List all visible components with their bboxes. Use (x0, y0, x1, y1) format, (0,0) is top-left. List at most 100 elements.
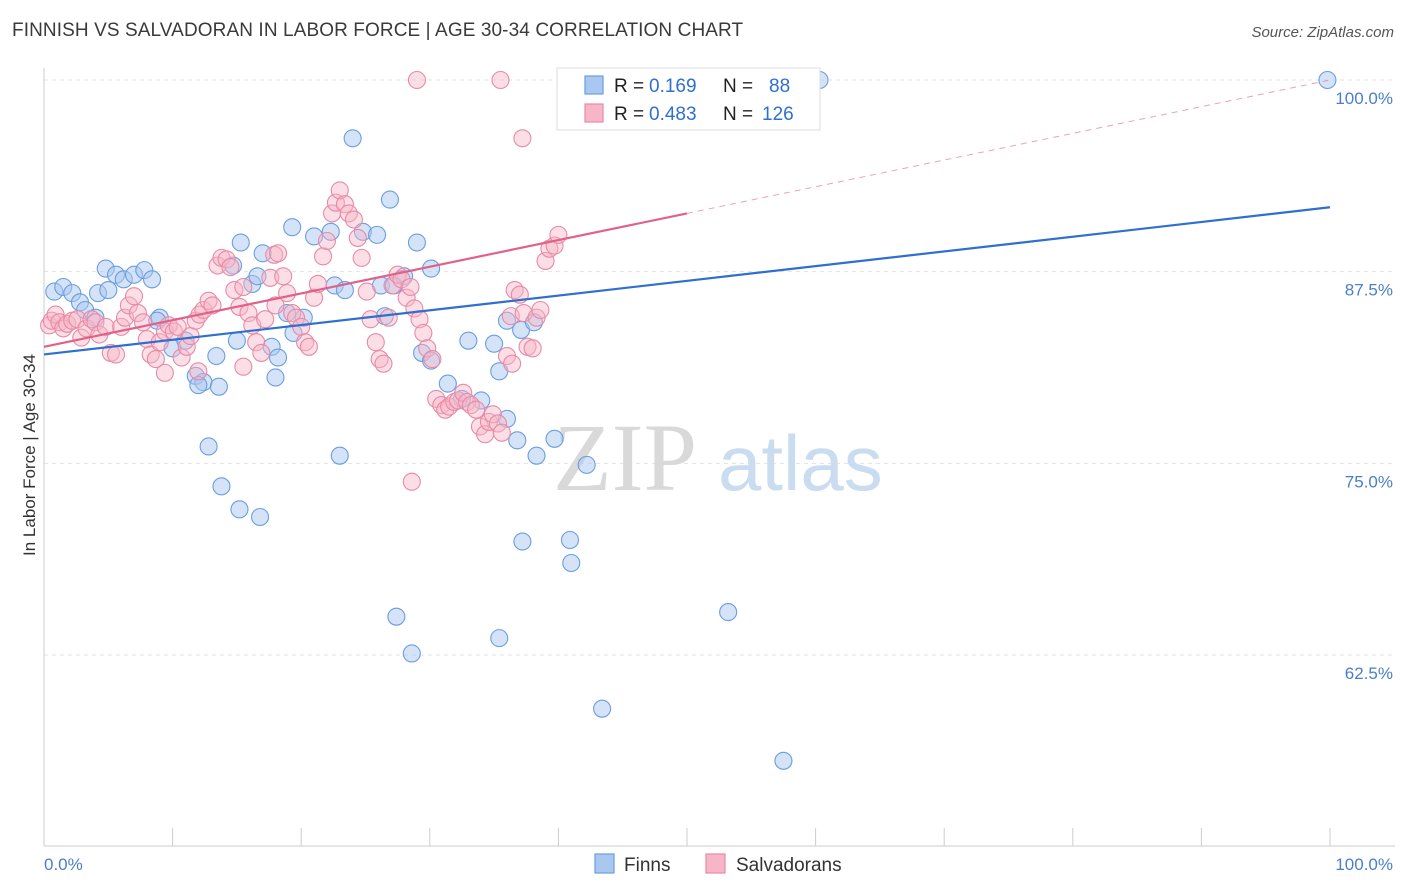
salvadoran-point (335, 195, 354, 214)
finns-point (438, 374, 457, 393)
x-tick-label: 0.0% (44, 855, 83, 874)
salvadoran-point (379, 308, 398, 327)
finns-point (497, 409, 517, 428)
salvadoran-point (274, 267, 293, 286)
finns-point (562, 553, 581, 573)
finns-point (250, 507, 270, 527)
finns-point (407, 233, 426, 252)
chart-title: FINNISH VS SALVADORAN IN LABOR FORCE | A… (12, 20, 744, 41)
salvadoran-point (58, 314, 77, 333)
finns-trend-line (43, 206, 1331, 356)
y-axis-title: In Labor Force | Age 30-34 (20, 354, 39, 556)
axes (43, 68, 1395, 847)
finns-point (330, 446, 349, 465)
y-tick-label: 100.0% (1335, 89, 1393, 108)
finns-point (207, 346, 226, 366)
salvadoran-point (523, 339, 542, 358)
y-tick-label: 87.5% (1345, 281, 1393, 300)
salvadoran-point (418, 339, 437, 358)
finns-point (508, 431, 527, 450)
salvadorans-n-label: N = (723, 104, 753, 125)
salvadoran-point (330, 181, 349, 200)
salvadoran-point (531, 300, 550, 320)
series-legend: Finns Salvadorans (594, 853, 842, 876)
tick-labels: 100.0% 87.5% 75.0% 62.5% 0.0% 100.0% (44, 89, 1393, 874)
salvadoran-point (492, 423, 511, 442)
salvadoran-point (503, 354, 522, 373)
stats-legend: R = 0.169 N = 88 R = 0.483 N = 126 (556, 67, 821, 131)
salvadorans-n-value: 126 (762, 104, 794, 125)
salvadoran-point (256, 310, 275, 329)
finns-point (485, 334, 504, 353)
finns-legend-label: Finns (624, 855, 670, 876)
salvadoran-point (234, 277, 253, 297)
salvadoran-point (344, 210, 363, 229)
y-tick-label: 62.5% (1345, 664, 1393, 683)
salvadoran-point (407, 70, 426, 90)
watermark-zip: ZIP (553, 404, 697, 511)
finns-point (527, 446, 546, 465)
finns-point (490, 629, 509, 648)
finns-point (227, 331, 246, 350)
finns-point (283, 218, 302, 237)
x-tick-label: 100.0% (1335, 855, 1393, 874)
salvadoran-point (96, 317, 115, 336)
finns-point (199, 437, 218, 456)
finns-point (321, 222, 340, 241)
finns-point (230, 500, 249, 519)
salvadoran-point (266, 296, 285, 315)
salvadoran-point (128, 304, 147, 323)
salvadoran-point (146, 350, 165, 369)
finns-point (1318, 70, 1337, 90)
salvadoran-point (314, 247, 333, 266)
salvadorans-trend-line (43, 212, 688, 348)
finns-point (380, 190, 399, 209)
salvadoran-point (414, 323, 433, 343)
finns-point (593, 699, 612, 718)
finns-r-label: R = (614, 76, 644, 97)
finns-point (560, 530, 580, 550)
chart-source: Source: ZipAtlas.com (1251, 24, 1394, 41)
finns-r-value: 0.169 (649, 76, 697, 97)
finns-point (472, 391, 491, 410)
salvadoran-point (491, 70, 510, 90)
salvadoran-point (488, 414, 508, 433)
salvadorans-r-value: 0.483 (649, 104, 697, 125)
salvadoran-point (299, 337, 318, 356)
y-tick-label: 75.0% (1345, 472, 1393, 491)
salvadoran-point (361, 310, 380, 329)
salvadoran-point (221, 258, 240, 277)
salvadoran-point (483, 405, 502, 424)
salvadoran-point (155, 363, 174, 382)
salvadoran-point (348, 228, 367, 247)
finns-point (266, 368, 285, 387)
salvadoran-point (317, 231, 336, 251)
salvadoran-point (247, 333, 266, 352)
salvadoran-point (401, 277, 420, 297)
finns-point (269, 348, 288, 367)
finns-point (774, 751, 793, 770)
salvadoran-point (269, 244, 288, 263)
salvadoran-point (402, 472, 421, 491)
finns-point (719, 603, 738, 622)
salvadoran-point (124, 287, 144, 306)
finns-point (459, 331, 478, 350)
watermark-atlas: atlas (718, 419, 883, 507)
finns-point (231, 233, 250, 252)
finns-point (513, 532, 532, 551)
finns-point (212, 477, 231, 496)
salvadoran-point (305, 288, 324, 307)
trend-lines (43, 79, 1331, 356)
finns-point (209, 377, 228, 396)
salvadoran-point (374, 354, 393, 373)
finns-point (402, 644, 421, 663)
finns-point (545, 429, 564, 448)
finns-point (368, 225, 387, 244)
finns-point (142, 270, 162, 289)
salvadoran-point (467, 400, 486, 419)
salvadorans-bottom-swatch (705, 853, 726, 874)
salvadoran-point (172, 348, 191, 367)
salvadoran-point (234, 357, 253, 376)
salvadoran-point (252, 343, 271, 362)
